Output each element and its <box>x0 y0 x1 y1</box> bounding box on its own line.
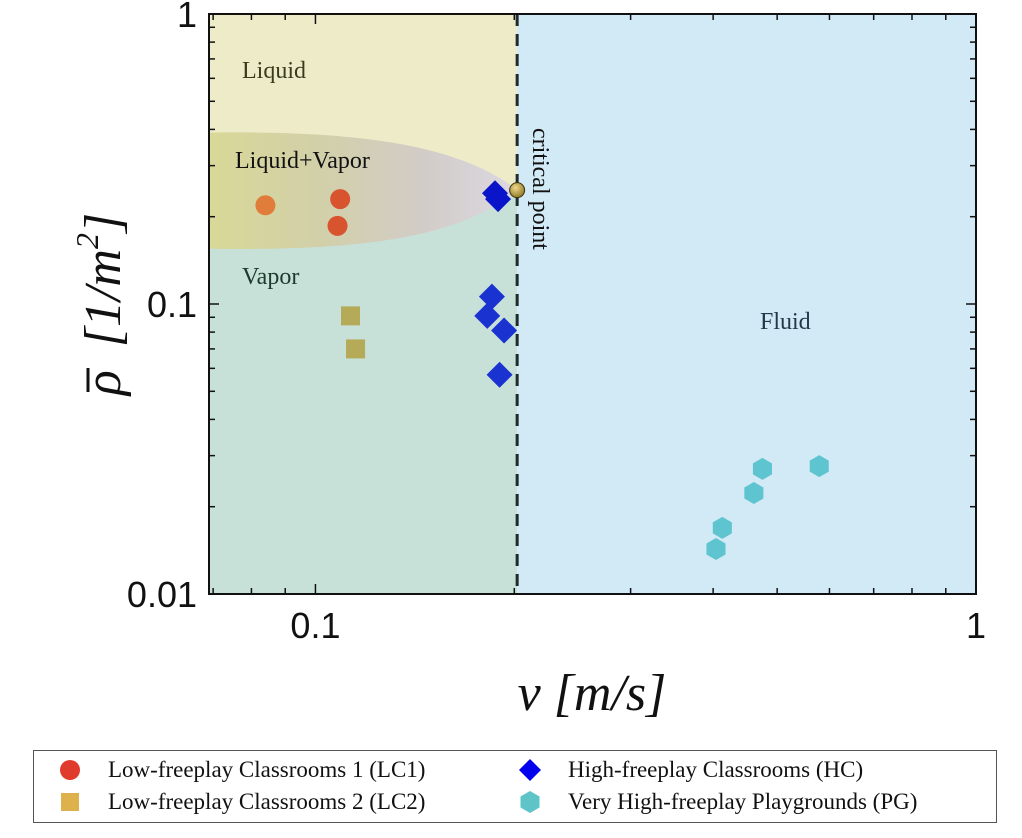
region-fluid <box>517 14 976 594</box>
y-axis-symbol: ρ <box>75 370 132 397</box>
region-annotations: Liquid Liquid+Vapor Vapor Fluid critical… <box>235 58 811 335</box>
axis-tick-labels: 0.1 1 0.01 0.1 1 <box>127 0 986 646</box>
square-marker-icon <box>61 793 79 811</box>
data-point-diamond <box>486 361 513 388</box>
legend-item-lc2: Low-freeplay Classrooms 2 (LC2) <box>58 789 425 815</box>
phase-regions <box>209 14 976 594</box>
legend: Low-freeplay Classrooms 1 (LC1) Low-free… <box>33 750 997 823</box>
data-point-square <box>346 339 366 359</box>
label-fluid: Fluid <box>760 309 811 335</box>
legend-label: High-freeplay Classrooms (HC) <box>568 757 864 782</box>
region-vapor <box>209 190 518 594</box>
data-point-circle <box>255 195 276 216</box>
data-point-diamond <box>474 302 501 329</box>
label-liquid-vapor: Liquid+Vapor <box>235 148 370 174</box>
legend-label: Low-freeplay Classrooms 1 (LC1) <box>108 757 426 782</box>
y-tick-label: 1 <box>177 0 197 35</box>
axis-ticks <box>209 13 977 595</box>
data-point-circle <box>330 189 351 210</box>
y-axis-close: ] <box>75 213 132 235</box>
data-point-hexagon <box>809 455 829 478</box>
x-tick-label: 0.1 <box>290 605 340 646</box>
legend-label: Low-freeplay Classrooms 2 (LC2) <box>108 789 426 814</box>
data-point-diamond <box>478 283 505 310</box>
y-axis-units: [1/m <box>75 249 132 347</box>
data-point-hexagon <box>752 457 772 480</box>
hexagon-marker-icon <box>520 791 540 813</box>
data-point-hexagon <box>744 481 764 504</box>
label-liquid: Liquid <box>242 58 306 84</box>
phase-diagram-chart: 0.1 1 0.01 0.1 1 Liquid Liquid+Vapor Vapor F… <box>69 0 986 722</box>
data-point-hexagon <box>712 516 732 539</box>
legend-item-pg: Very High-freeplay Playgrounds (PG) <box>518 789 917 815</box>
y-tick-label: 0.1 <box>147 284 197 325</box>
data-point-circle <box>327 215 348 236</box>
critical-point-marker <box>509 182 526 199</box>
y-axis-power: 2 <box>69 233 105 249</box>
x-tick-label: 1 <box>966 605 986 646</box>
data-point-diamond <box>485 186 512 213</box>
data-point-diamond <box>491 317 518 344</box>
circle-marker-icon <box>60 760 80 780</box>
legend-item-hc: High-freeplay Classrooms (HC) <box>518 757 863 783</box>
diamond-marker-icon <box>519 759 541 781</box>
data-points <box>255 180 829 560</box>
data-point-square <box>341 306 361 326</box>
x-axis-title: v [m/s] <box>518 665 667 722</box>
y-tick-label: 0.01 <box>127 574 197 615</box>
label-vapor: Vapor <box>242 264 299 290</box>
label-critical-point: critical point <box>527 128 553 250</box>
data-point-hexagon <box>706 537 726 560</box>
legend-label: Very High-freeplay Playgrounds (PG) <box>568 789 918 814</box>
y-axis-title: ρ [1/m2] <box>69 213 132 397</box>
legend-item-lc1: Low-freeplay Classrooms 1 (LC1) <box>58 757 425 783</box>
region-liquid-vapor <box>209 132 518 250</box>
svg-text:ρ [1/m2]: ρ [1/m2] <box>69 213 132 397</box>
